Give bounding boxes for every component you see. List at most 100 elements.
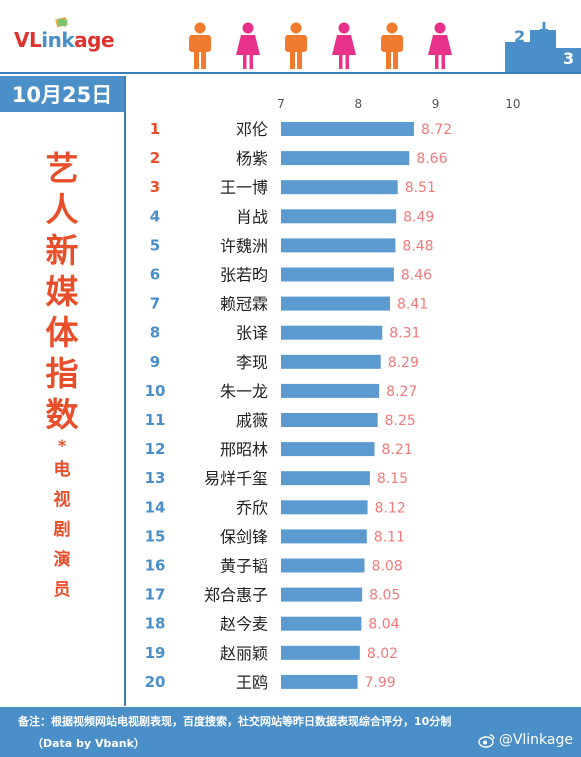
x-tick-label: 8 [354,97,362,111]
rank-number: 14 [145,498,166,516]
logo-text-ink: ink [41,28,75,52]
female-person-icon [236,22,260,69]
score-bar [281,529,367,544]
rank-number: 19 [145,644,166,662]
rank-number: 6 [150,266,160,284]
score-value-label: 8.66 [416,151,447,167]
score-value-label: 8.11 [374,529,405,545]
rank-number: 2 [150,149,160,167]
logo-mark-icon [55,16,68,28]
score-value-label: 8.02 [367,646,398,662]
artist-name-label: 邓伦 [236,120,268,139]
x-tick-label: 7 [277,97,285,111]
podium-label-3: 3 [563,49,574,68]
title-char: 指 [45,354,79,393]
podium-label-2: 2 [514,27,525,46]
title-char: 数 [45,395,79,434]
male-person-icon [381,22,403,69]
rank-number: 11 [145,411,166,429]
score-value-label: 8.25 [385,413,416,429]
rank-number: 5 [150,236,160,254]
score-bar [281,354,381,369]
artist-name-label: 李现 [236,353,268,372]
score-bar [281,442,375,457]
subtitle-char: 员 [53,580,71,600]
footer-data-source: （Data by Vbank） [32,737,145,750]
weibo-handle-text: @Vlinkage [498,732,573,748]
footer: 备注：根据视频网站电视剧表现，百度搜索，社交网站等昨日数据表现综合评分，10分制… [0,707,581,757]
people-icons [189,22,452,69]
logo-text-vl: VL [14,28,42,52]
score-value-label: 8.21 [382,442,413,458]
score-value-label: 8.08 [371,559,402,575]
score-value-label: 7.99 [365,675,396,691]
date-badge: 10月25日 [0,76,124,112]
rank-number: 1 [150,120,160,138]
x-tick-label: 10 [505,97,520,111]
artist-name-label: 易烊千玺 [204,469,268,488]
rank-number: 7 [150,295,160,313]
score-bar [281,587,363,602]
artist-name-label: 保剑锋 [220,527,268,546]
subtitle-char: 剧 [53,520,71,540]
score-value-label: 8.27 [386,384,417,400]
score-bar [281,267,394,282]
rank-number: 17 [145,586,166,604]
artist-name-label: 郑合惠子 [204,586,268,605]
vlinkage-logo: VLinkage [14,16,115,52]
rank-number: 15 [145,527,166,545]
artist-name-label: 黄子韬 [220,557,268,576]
rank-number: 9 [150,353,160,371]
artist-name-label: 张译 [236,324,268,343]
artist-name-label: 王一博 [220,178,268,197]
podium-label-1: 1 [538,22,549,35]
header-divider [0,72,581,74]
artist-name-label: 赖冠霖 [220,295,268,314]
male-person-icon [285,22,307,69]
score-value-label: 8.51 [405,180,436,196]
rank-number: 16 [145,557,166,575]
artist-name-label: 赵丽颖 [220,644,268,663]
artist-name-label: 乔欣 [236,498,268,517]
score-value-label: 8.72 [421,122,452,138]
score-bar [281,238,396,253]
score-value-label: 8.12 [375,500,406,516]
rank-number: 20 [145,673,166,691]
score-bar [281,209,397,224]
artist-name-label: 许魏洲 [220,236,268,255]
title-char: 体 [45,313,79,352]
score-bar [281,645,360,660]
score-value-label: 8.05 [369,588,400,604]
score-value-label: 8.31 [389,326,420,342]
title-star: * [57,436,67,455]
score-bar [281,180,398,195]
x-tick-label: 9 [432,97,440,111]
rank-number: 18 [145,615,166,633]
rank-number: 12 [145,440,166,458]
title-char: 人 [45,190,79,229]
score-value-label: 8.04 [368,617,399,633]
rank-number: 4 [150,207,160,225]
logo-text-age: age [74,28,115,52]
title-char: 媒 [45,272,79,311]
score-bar [281,500,368,515]
score-bar [281,471,370,486]
footer-note: 备注：根据视频网站电视剧表现，百度搜索，社交网站等昨日数据表现综合评分，10分制 [18,715,452,728]
title-char: 艺 [45,149,79,188]
artist-name-label: 张若昀 [220,266,268,285]
side-divider [124,76,126,706]
score-bar [281,616,362,631]
female-person-icon [332,22,356,69]
weibo-handle[interactable]: @Vlinkage [478,732,573,748]
score-value-label: 8.49 [403,209,434,225]
score-value-label: 8.41 [397,297,428,313]
subtitle-char: 演 [53,550,71,570]
artist-name-label: 邢昭林 [220,440,268,459]
rank-number: 13 [145,469,166,487]
score-bar [281,151,410,166]
subtitle-char: 视 [53,490,71,510]
score-value-label: 8.29 [388,355,419,371]
artist-name-label: 肖战 [236,207,268,226]
score-value-label: 8.46 [401,268,432,284]
